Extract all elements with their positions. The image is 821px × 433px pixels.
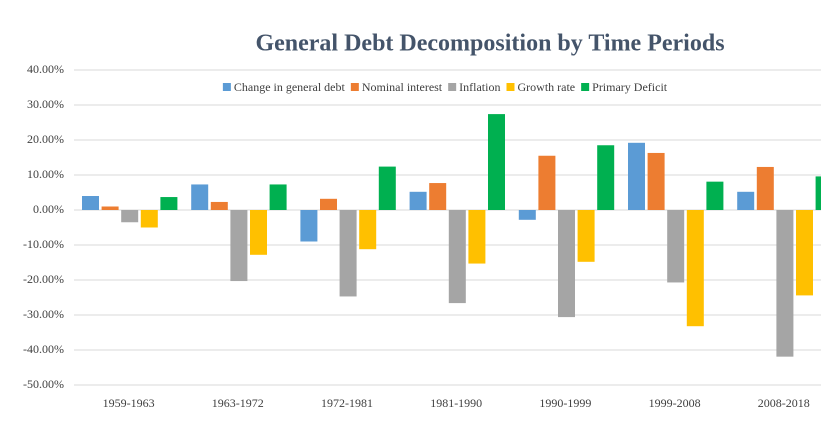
bar xyxy=(191,184,209,210)
legend-label: Nominal interest xyxy=(362,80,443,94)
bar xyxy=(776,210,794,357)
bar xyxy=(140,210,158,228)
x-tick-label: 1959-1963 xyxy=(103,396,155,410)
bar xyxy=(300,210,318,242)
y-tick-label: 10.00% xyxy=(27,167,64,181)
legend-label: Primary Deficit xyxy=(592,80,668,94)
bar xyxy=(796,210,813,296)
bar xyxy=(815,176,821,210)
x-tick-label: 1981-1990 xyxy=(430,396,482,410)
bar xyxy=(597,145,615,210)
bar xyxy=(210,201,228,210)
bar xyxy=(686,210,704,327)
bar xyxy=(339,210,357,297)
bar xyxy=(706,181,724,210)
bar xyxy=(82,196,99,210)
bar xyxy=(429,183,447,210)
legend-swatch xyxy=(222,83,231,91)
bar xyxy=(518,210,536,220)
bar xyxy=(448,210,466,304)
y-tick-label: -10.00% xyxy=(23,237,64,251)
bar xyxy=(756,166,774,210)
legend-swatch xyxy=(581,83,590,91)
bar xyxy=(667,210,685,283)
y-tick-label: -30.00% xyxy=(23,307,64,321)
bar xyxy=(409,191,427,210)
bar xyxy=(628,142,645,210)
legend-swatch xyxy=(350,83,359,91)
bar xyxy=(538,155,556,210)
chart-title: General Debt Decomposition by Time Perio… xyxy=(255,31,724,57)
y-tick-label: 30.00% xyxy=(27,97,64,111)
bar xyxy=(468,210,486,264)
y-tick-label: -20.00% xyxy=(23,272,64,286)
legend-label: Inflation xyxy=(459,80,500,94)
y-tick-label: -40.00% xyxy=(23,342,64,356)
x-tick-label: 1972-1981 xyxy=(321,396,373,410)
legend-swatch xyxy=(506,83,515,91)
bar xyxy=(230,210,248,282)
x-tick-label: 2008-2018 xyxy=(758,396,810,410)
bar xyxy=(269,184,287,210)
x-tick-label: 1999-2008 xyxy=(649,396,701,410)
x-tick-label: 1963-1972 xyxy=(212,396,264,410)
y-tick-label: 0.00% xyxy=(33,202,64,216)
bar xyxy=(320,198,337,210)
legend-swatch xyxy=(448,83,457,91)
bar xyxy=(359,210,377,250)
y-tick-label: -50.00% xyxy=(23,377,64,391)
bar xyxy=(737,191,755,210)
x-tick-label: 1990-1999 xyxy=(539,396,591,410)
bar xyxy=(160,197,178,210)
bar xyxy=(577,210,595,262)
y-tick-label: 40.00% xyxy=(27,62,64,76)
legend-label: Growth rate xyxy=(517,80,575,94)
bar xyxy=(488,114,505,210)
bar xyxy=(250,210,267,255)
bar xyxy=(647,152,665,210)
bar xyxy=(558,210,575,318)
bar xyxy=(121,210,139,223)
y-tick-label: 20.00% xyxy=(27,132,64,146)
bar xyxy=(378,166,396,210)
bar xyxy=(101,206,119,210)
legend-label: Change in general debt xyxy=(234,80,346,94)
